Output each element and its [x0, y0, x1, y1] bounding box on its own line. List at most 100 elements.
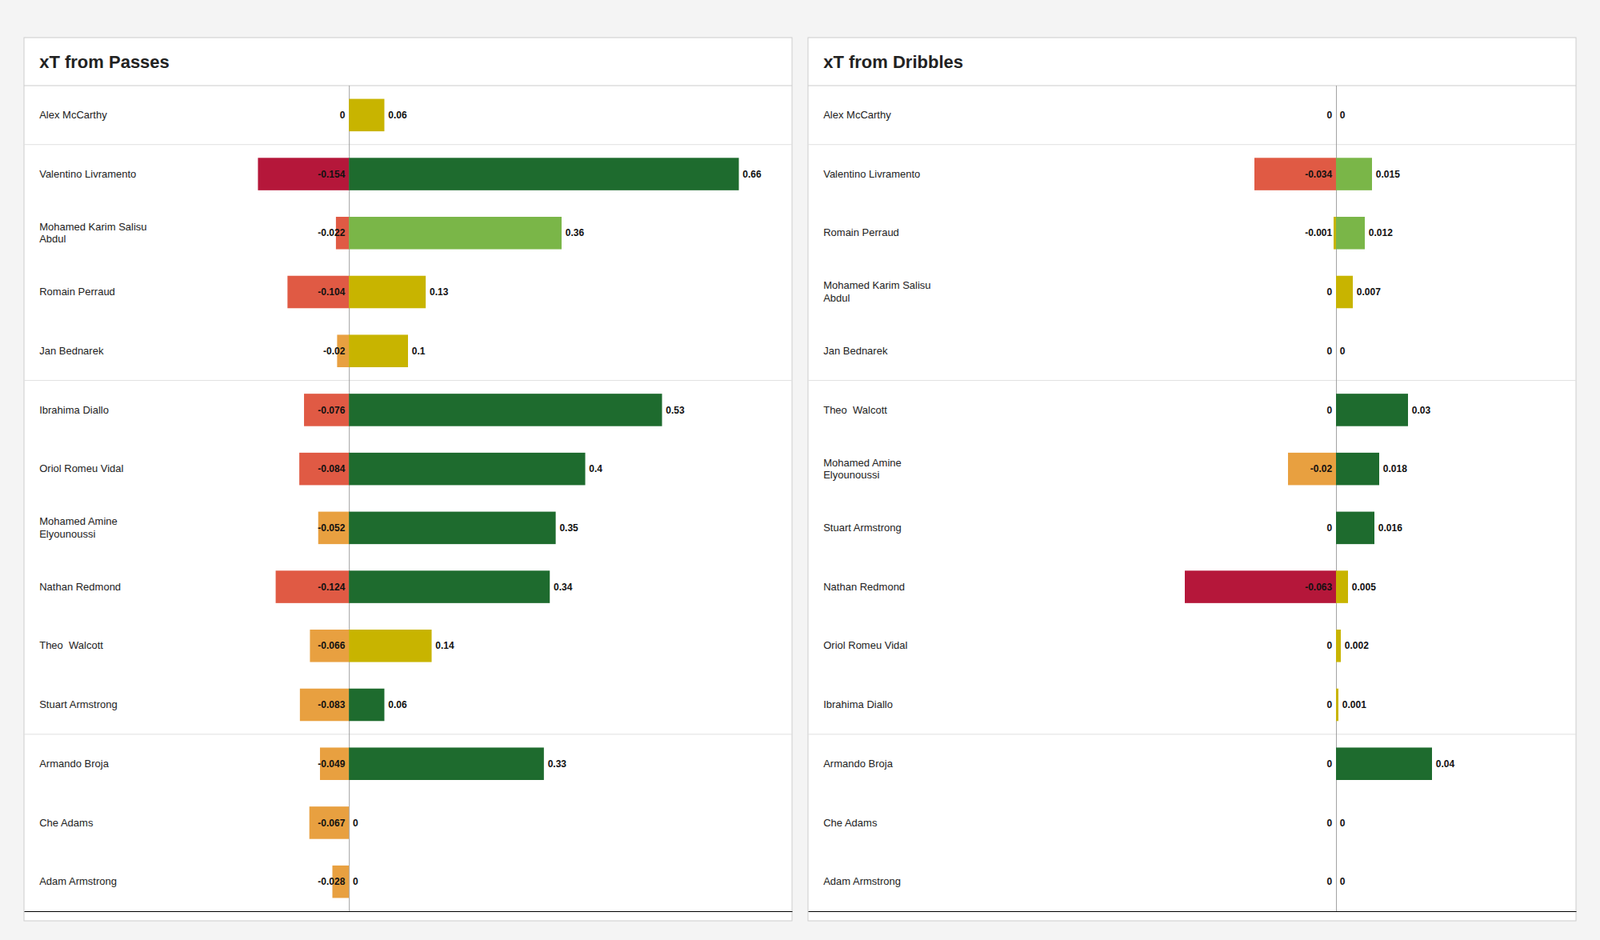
y-tick: Oriol Romeu Vidal — [823, 639, 908, 652]
y-tick-label: Mohamed AmineElyounoussi — [823, 456, 902, 482]
data-label: 0 — [1327, 109, 1333, 121]
y-tick-label: Mohamed Karim SalisuAbdul — [39, 220, 147, 246]
panel: xT from PassesAlex McCarthyValentino Liv… — [24, 37, 793, 921]
panel-frame — [24, 37, 792, 921]
y-tick-label-line: Ibrahima Diallo — [823, 698, 893, 711]
y-tick-label: Adam Armstrong — [39, 875, 117, 888]
section-separator — [24, 144, 792, 145]
y-tick: Valentino Livramento — [823, 168, 920, 180]
data-label: -0.104 — [317, 286, 345, 298]
y-tick-label: Armando Broja — [823, 757, 893, 770]
bar — [348, 216, 562, 250]
bar — [1336, 216, 1365, 250]
bar — [1336, 99, 1337, 132]
data-label: -0.067 — [317, 817, 345, 829]
data-label: 0 — [1327, 817, 1333, 829]
bar — [1336, 512, 1375, 545]
data-label: -0.02 — [1310, 463, 1333, 475]
y-tick-label-line: Theo Walcott — [39, 639, 104, 652]
y-tick: Che Adams — [39, 816, 94, 829]
y-tick-label-line: Valentino Livramento — [823, 168, 920, 180]
y-tick-label-line: Nathan Redmond — [823, 580, 905, 593]
y-tick-label: Oriol Romeu Vidal — [39, 462, 124, 475]
panel-frame — [808, 37, 1576, 921]
data-label: 0 — [1340, 345, 1346, 357]
y-tick-label: Che Adams — [39, 816, 94, 829]
bar — [348, 865, 350, 899]
y-tick-label-line: Stuart Armstrong — [39, 698, 118, 711]
section-separator — [808, 733, 1576, 735]
data-label: 0 — [1327, 286, 1333, 298]
y-tick-label-line: Mohamed Karim Salisu — [823, 279, 931, 292]
data-label: -0.076 — [317, 404, 345, 416]
data-label: -0.022 — [317, 227, 345, 239]
section-separator — [808, 380, 1576, 381]
data-label: 0 — [352, 817, 359, 829]
data-label: -0.083 — [317, 699, 345, 711]
data-labels: 0-0.154-0.022-0.104-0.02-0.076-0.084-0.0… — [317, 109, 762, 888]
y-tick-label-line: Abdul — [39, 232, 66, 245]
y-tick: Mohamed Karim SalisuAbdul — [39, 220, 147, 246]
data-label: -0.066 — [317, 640, 345, 652]
data-label: 0.015 — [1376, 168, 1400, 180]
bars — [257, 99, 739, 899]
data-label: 0.53 — [665, 404, 685, 416]
y-tick-label-line: Alex McCarthy — [39, 108, 108, 121]
y-tick-label-line: Jan Bednarek — [39, 344, 104, 357]
y-tick-label: Jan Bednarek — [823, 344, 888, 357]
x-axis-line — [808, 911, 1577, 912]
data-label: 0 — [352, 876, 359, 888]
y-tick: Alex McCarthy — [39, 108, 108, 121]
y-tick-label-line: Che Adams — [823, 816, 878, 829]
data-label: 0.007 — [1356, 286, 1381, 298]
y-tick-label-line: Romain Perraud — [823, 226, 900, 239]
x-axis — [24, 85, 793, 912]
data-label: -0.034 — [1304, 168, 1332, 180]
y-tick-label-line: Valentino Livramento — [39, 168, 136, 180]
y-tick: Adam Armstrong — [39, 875, 117, 888]
y-tick-label-line: Ibrahima Diallo — [39, 404, 109, 416]
y-tick-label-line: Mohamed Karim Salisu — [39, 220, 147, 233]
y-tick: Nathan Redmond — [39, 580, 121, 593]
y-tick: Che Adams — [823, 816, 878, 829]
x-tick-line — [1336, 85, 1337, 912]
bar — [348, 157, 739, 191]
bar — [287, 276, 349, 309]
title-separator — [808, 85, 1576, 87]
data-label: -0.052 — [317, 522, 345, 534]
bars — [1184, 157, 1432, 780]
y-tick: Armando Broja — [823, 757, 893, 770]
y-axis: Alex McCarthy Valentino Livramento Mohamed… — [39, 108, 147, 888]
bar — [1336, 157, 1372, 191]
chart-root: xT from PassesAlex McCarthyValentino Liv… — [0, 0, 1600, 940]
data-label: -0.001 — [1304, 227, 1332, 239]
y-tick-label: Valentino Livramento — [39, 168, 136, 180]
bar — [1336, 570, 1348, 604]
data-label: 0.66 — [742, 168, 762, 180]
data-label: 0 — [1327, 876, 1333, 888]
section-separator — [24, 380, 792, 381]
y-tick: Adam Armstrong — [823, 875, 901, 888]
y-tick-label: Stuart Armstrong — [39, 698, 118, 711]
data-label: -0.124 — [317, 581, 345, 593]
data-label: 0.012 — [1368, 227, 1393, 239]
data-label: 0.018 — [1383, 463, 1408, 475]
y-tick-label: Theo Walcott — [39, 639, 104, 652]
data-label: 0.14 — [435, 640, 455, 652]
y-tick-label-line: Mohamed Amine — [823, 456, 902, 469]
bar — [348, 276, 426, 309]
y-tick-label-line: Adam Armstrong — [823, 875, 901, 888]
y-tick-label-line: Alex McCarthy — [823, 108, 892, 121]
x-tick-line — [348, 85, 350, 912]
y-tick: Theo Walcott — [39, 639, 104, 652]
data-label: 0.13 — [429, 286, 449, 298]
y-tick: Ibrahima Diallo — [823, 698, 893, 711]
bar — [1333, 216, 1336, 250]
data-label: 0 — [1327, 640, 1333, 652]
data-label: 0.005 — [1352, 581, 1376, 593]
bar — [304, 393, 349, 427]
bar — [1336, 688, 1339, 722]
bar — [1336, 865, 1337, 899]
bar — [1336, 806, 1337, 840]
bar — [1254, 157, 1336, 191]
